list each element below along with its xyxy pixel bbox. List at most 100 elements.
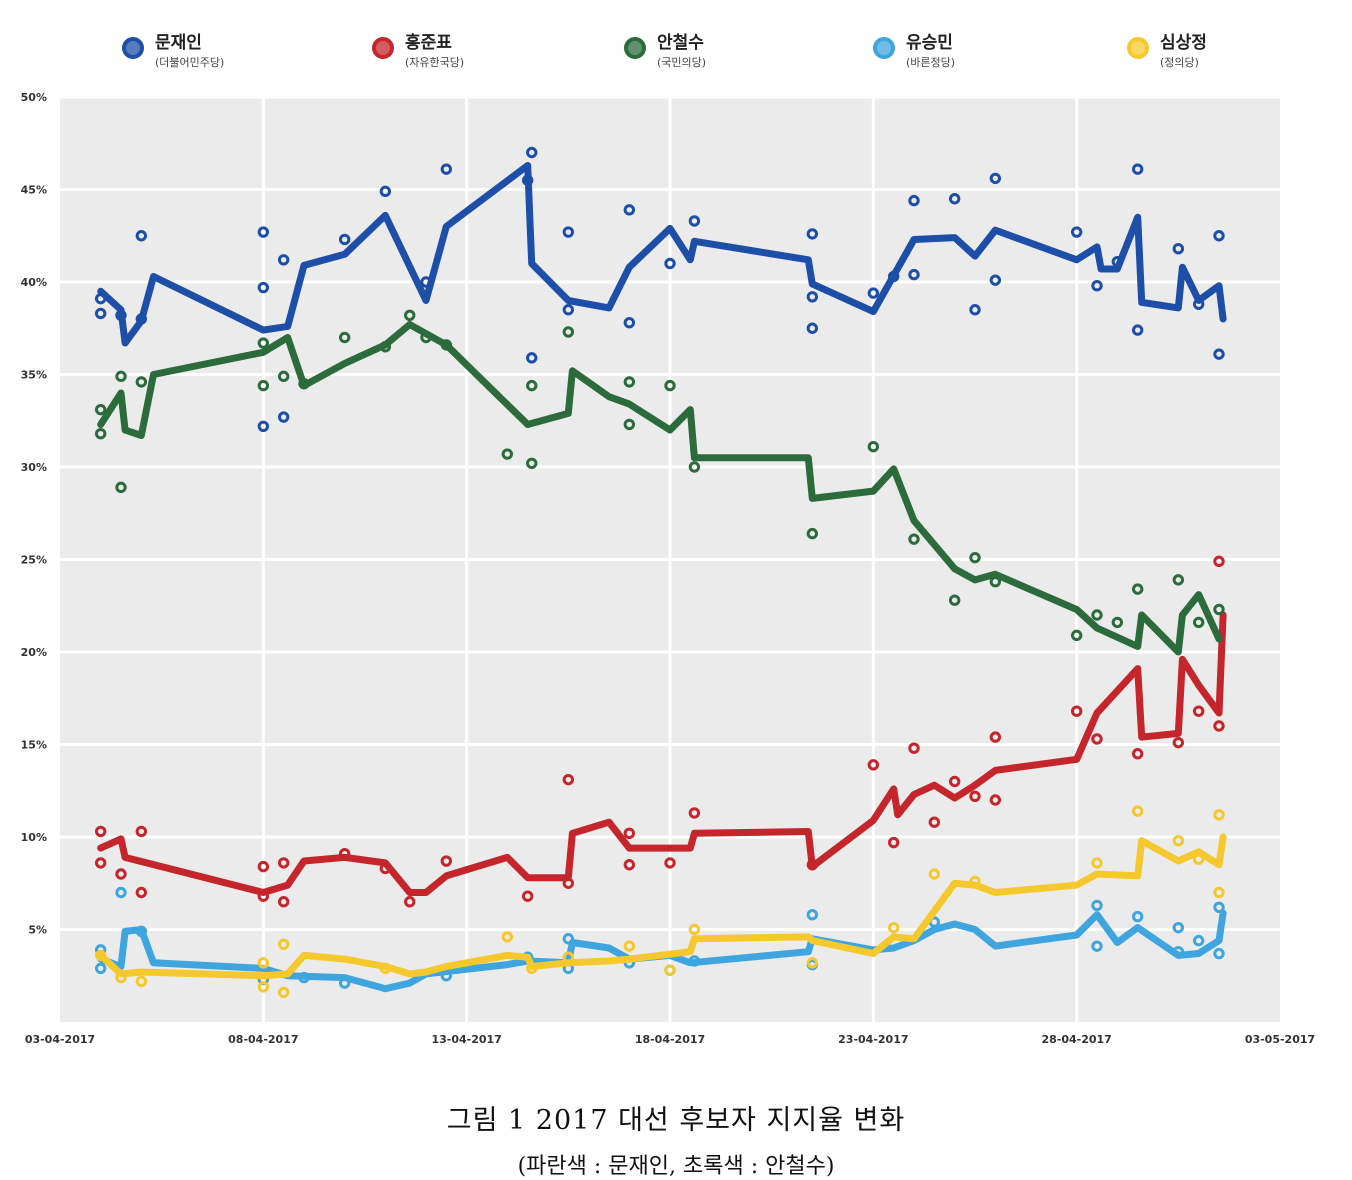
poll-point bbox=[94, 825, 107, 838]
poll-point bbox=[1213, 901, 1225, 913]
trend-line bbox=[97, 611, 1227, 896]
poll-point bbox=[277, 896, 290, 908]
figure-caption-title: 그림 1 2017 대선 후보자 지지율 변화 bbox=[446, 1105, 906, 1136]
poll-point bbox=[623, 317, 636, 329]
poll-point bbox=[1213, 230, 1225, 242]
x-tick-label: 03-05-2017 bbox=[1245, 1033, 1315, 1046]
poll-point bbox=[806, 909, 819, 921]
poll-point bbox=[1131, 324, 1144, 336]
poll-point bbox=[664, 257, 676, 270]
poll-point bbox=[1070, 226, 1083, 238]
poll-point bbox=[1070, 705, 1083, 717]
poll-point bbox=[1213, 555, 1225, 568]
poll-point bbox=[562, 326, 575, 338]
y-tick-label: 20% bbox=[21, 646, 47, 659]
y-tick-label: 45% bbox=[21, 184, 47, 197]
y-tick-label: 10% bbox=[21, 831, 47, 844]
poll-point bbox=[521, 890, 534, 902]
poll-point bbox=[135, 975, 148, 987]
x-tick-label: 18-04-2017 bbox=[635, 1033, 705, 1046]
legend-name: 유승민 bbox=[906, 33, 953, 53]
poll-point bbox=[404, 896, 416, 908]
poll-point bbox=[440, 163, 453, 175]
legend-party: (정의당) bbox=[1160, 56, 1199, 69]
poll-point bbox=[1131, 748, 1144, 760]
poll-point bbox=[1213, 348, 1225, 360]
poll-point bbox=[1111, 616, 1124, 629]
x-axis-ticks: 03-04-2017 08-04-2017 13-04-2017 18-04-2017… bbox=[25, 1033, 1315, 1046]
x-tick-label: 08-04-2017 bbox=[228, 1033, 298, 1046]
poll-point bbox=[969, 551, 981, 564]
series-3 bbox=[94, 309, 1225, 656]
poll-point bbox=[688, 923, 701, 936]
series-5 bbox=[94, 805, 1227, 999]
poll-point bbox=[806, 527, 819, 540]
poll-point bbox=[257, 379, 270, 392]
poll-point bbox=[338, 233, 351, 246]
y-tick-label: 50% bbox=[21, 91, 47, 104]
poll-point bbox=[908, 742, 920, 754]
legend-party: (더불어민주당) bbox=[155, 56, 224, 69]
legend-marker bbox=[873, 37, 895, 59]
poll-point bbox=[623, 827, 636, 839]
poll-point bbox=[257, 860, 270, 873]
poll-point bbox=[257, 981, 270, 993]
poll-point bbox=[440, 855, 453, 867]
series-1 bbox=[94, 146, 1227, 432]
poll-point bbox=[94, 428, 107, 440]
poll-point bbox=[688, 215, 701, 227]
x-tick-label: 28-04-2017 bbox=[1041, 1033, 1111, 1046]
poll-point bbox=[908, 533, 920, 545]
poll-point bbox=[806, 228, 819, 240]
legend-marker bbox=[624, 37, 646, 59]
y-tick-label: 30% bbox=[21, 461, 47, 474]
poll-point bbox=[1213, 603, 1225, 616]
poll-point bbox=[1213, 809, 1225, 821]
legend-marker bbox=[1127, 37, 1149, 59]
poll-point bbox=[908, 194, 920, 207]
poll-point bbox=[379, 185, 392, 198]
poll-point bbox=[257, 226, 270, 238]
legend-marker bbox=[122, 37, 144, 59]
x-tick-label: 23-04-2017 bbox=[838, 1033, 908, 1046]
poll-point bbox=[562, 933, 575, 945]
poll-point bbox=[257, 420, 270, 432]
poll-point bbox=[1091, 857, 1103, 869]
poll-point bbox=[1131, 583, 1144, 595]
poll-point bbox=[688, 807, 701, 819]
poll-point bbox=[135, 886, 148, 899]
poll-point bbox=[1192, 705, 1205, 717]
poll-point bbox=[623, 940, 636, 952]
poll-point bbox=[277, 938, 290, 950]
poll-point bbox=[1091, 899, 1103, 912]
poll-point bbox=[94, 307, 107, 320]
poll-point bbox=[623, 418, 636, 431]
poll-point bbox=[1172, 243, 1185, 255]
poll-point bbox=[1172, 921, 1185, 934]
poll-point bbox=[948, 594, 961, 606]
legend: 문재인 (더불어민주당) 홍준표 (자유한국당) 안철수 (국민의당) 유승민 (바른정당) 심… bbox=[122, 32, 1207, 69]
poll-point bbox=[1192, 616, 1205, 629]
poll-point bbox=[969, 790, 981, 802]
poll-point bbox=[1172, 574, 1185, 586]
poll-point bbox=[1091, 733, 1103, 745]
poll-point bbox=[623, 376, 636, 388]
poll-point bbox=[1172, 835, 1185, 847]
legend-name: 안철수 bbox=[657, 33, 704, 53]
poll-point bbox=[1131, 910, 1144, 923]
poll-point bbox=[928, 816, 941, 828]
poll-point bbox=[1192, 934, 1205, 947]
poll-point bbox=[948, 775, 961, 788]
poll-point bbox=[277, 370, 290, 383]
poll-point bbox=[1213, 886, 1225, 899]
y-tick-label: 40% bbox=[21, 276, 47, 289]
figure-caption-subtitle: (파란색 : 문재인, 초록색 : 안철수) bbox=[517, 1154, 835, 1179]
poll-point bbox=[969, 304, 981, 316]
poll-point bbox=[887, 836, 900, 849]
poll-point bbox=[115, 868, 127, 880]
trend-line bbox=[97, 321, 1223, 656]
legend-party: (바른정당) bbox=[906, 56, 955, 69]
poll-point bbox=[806, 322, 819, 334]
poll-point bbox=[1091, 280, 1103, 292]
poll-point bbox=[501, 448, 514, 460]
